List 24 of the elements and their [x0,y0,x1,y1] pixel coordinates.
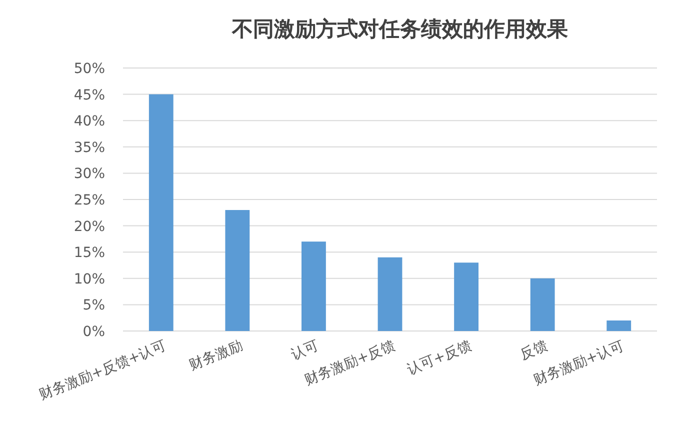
y-tick-label: 25% [74,192,105,208]
x-tick-label: 反馈 [518,338,550,364]
y-tick-label: 0% [82,324,105,340]
y-tick-label: 45% [74,87,105,104]
y-tick-label: 10% [74,271,105,288]
y-tick-label: 50% [74,61,105,77]
bar [530,278,555,331]
bar [606,320,632,331]
x-tick-label: 认可 [289,338,322,364]
y-tick-label: 40% [74,114,105,130]
y-tick-label: 15% [74,245,105,262]
bar [302,242,326,331]
bar [225,210,250,331]
x-tick-label: 财务激励 [187,338,245,374]
bar [454,262,478,331]
y-tick-label: 5% [82,298,105,314]
y-tick-label: 20% [74,218,105,235]
y-tick-label: 35% [74,140,105,156]
bar [148,94,174,331]
x-tick-label: 财务激励+反馈+认可 [37,338,169,404]
x-tick-label: 认可+反馈 [404,338,474,378]
y-tick-label: 30% [74,166,105,182]
chart-title: 不同激励方式对任务绩效的作用效果 [231,16,568,41]
bar [378,257,402,331]
